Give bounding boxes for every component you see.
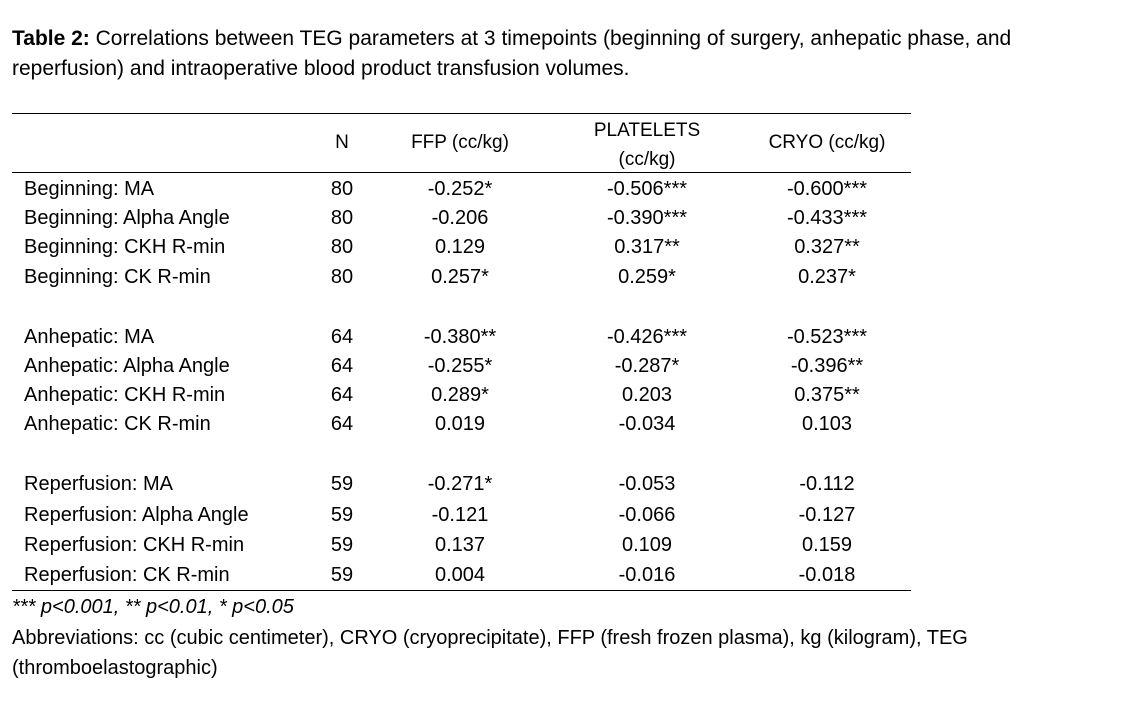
row-platelets: -0.066 [618,504,676,526]
table-row: Beginning: MA 80 -0.252* -0.506*** -0.60… [12,175,911,204]
table-row: Anhepatic: CK R-min 64 0.019 -0.034 0.10… [12,410,911,439]
table-row: Beginning: CK R-min 80 0.257* 0.259* 0.2… [12,263,911,292]
row-cryo: 0.375** [794,384,860,406]
row-platelets: 0.109 [621,534,673,556]
header-n: N [335,132,349,153]
row-platelets: -0.287* [614,355,680,377]
row-cryo: -0.396** [790,355,864,377]
row-platelets: -0.390*** [606,207,688,229]
caption-text: Correlations between TEG parameters at 3… [12,27,1012,80]
row-n: 80 [330,178,354,200]
header-platelets-line2: (cc/kg) [618,149,676,170]
row-platelets: 0.203 [621,384,673,406]
row-platelets: 0.317** [614,236,680,258]
row-label: Anhepatic: Alpha Angle [24,355,230,377]
table-row: Reperfusion: Alpha Angle 59 -0.121 -0.06… [12,501,911,530]
row-ffp: -0.271* [427,473,493,495]
row-n: 59 [330,473,354,495]
row-ffp: 0.004 [434,564,486,586]
table-row: Reperfusion: CKH R-min 59 0.137 0.109 0.… [12,531,911,560]
table-caption: Table 2: Correlations between TEG parame… [12,24,1112,84]
header-platelets-line1: PLATELETS [593,120,701,141]
row-cryo: 0.237* [798,266,856,288]
table-row: Reperfusion: CK R-min 59 0.004 -0.016 -0… [12,561,911,590]
table-row: Anhepatic: CKH R-min 64 0.289* 0.203 0.3… [12,381,911,410]
row-cryo: -0.127 [798,504,856,526]
row-ffp: 0.257* [431,266,489,288]
row-label: Beginning: CKH R-min [24,236,226,258]
table-header-rule [12,172,911,173]
abbreviations-note: Abbreviations: cc (cubic centimeter), CR… [12,627,968,679]
significance-footnote: *** p<0.001, ** p<0.01, * p<0.05 [12,596,294,618]
row-label: Reperfusion: Alpha Angle [24,504,249,526]
row-platelets: -0.506*** [606,178,688,200]
header-platelets: PLATELETS (cc/kg) [572,116,722,174]
row-n: 80 [330,236,354,258]
row-n: 59 [330,534,354,556]
row-label: Reperfusion: CKH R-min [24,534,245,556]
row-ffp: -0.121 [431,504,489,526]
table-row: Anhepatic: MA 64 -0.380** -0.426*** -0.5… [12,323,911,352]
row-ffp: -0.206 [431,207,489,229]
caption-label: Table 2: [12,27,90,50]
row-label: Anhepatic: MA [24,326,155,348]
row-platelets: -0.053 [618,473,676,495]
table-row: Beginning: CKH R-min 80 0.129 0.317** 0.… [12,233,911,262]
row-platelets: -0.034 [618,413,676,435]
table-row: Beginning: Alpha Angle 80 -0.206 -0.390*… [12,204,911,233]
row-n: 80 [330,266,354,288]
row-ffp: 0.129 [434,236,486,258]
row-platelets: 0.259* [618,266,676,288]
row-ffp: 0.289* [431,384,489,406]
row-n: 64 [330,326,354,348]
header-ffp: FFP (cc/kg) [411,132,509,153]
row-cryo: -0.433*** [786,207,868,229]
row-label: Beginning: Alpha Angle [24,207,230,229]
row-cryo: 0.327** [794,236,860,258]
row-n: 64 [330,413,354,435]
row-label: Beginning: MA [24,178,155,200]
row-cryo: -0.523*** [786,326,868,348]
row-platelets: -0.426*** [606,326,688,348]
row-n: 64 [330,355,354,377]
table-top-rule [12,113,911,114]
row-cryo: 0.103 [801,413,853,435]
row-cryo: -0.600*** [786,178,868,200]
row-cryo: 0.159 [801,534,853,556]
row-ffp: -0.255* [427,355,493,377]
row-platelets: -0.016 [618,564,676,586]
row-cryo: -0.112 [799,473,855,495]
row-n: 64 [330,384,354,406]
table-row: Anhepatic: Alpha Angle 64 -0.255* -0.287… [12,352,911,381]
row-n: 80 [330,207,354,229]
row-ffp: -0.252* [427,178,493,200]
row-label: Anhepatic: CK R-min [24,413,211,435]
table-bottom-rule [12,590,911,591]
row-ffp: -0.380** [423,326,497,348]
row-label: Reperfusion: CK R-min [24,564,230,586]
row-label: Beginning: CK R-min [24,266,211,288]
row-ffp: 0.019 [434,413,486,435]
row-n: 59 [330,504,354,526]
row-n: 59 [330,564,354,586]
header-cryo: CRYO (cc/kg) [768,132,886,153]
row-cryo: -0.018 [798,564,856,586]
table-row: Reperfusion: MA 59 -0.271* -0.053 -0.112 [12,470,911,499]
row-ffp: 0.137 [434,534,486,556]
row-label: Reperfusion: MA [24,473,173,495]
row-label: Anhepatic: CKH R-min [24,384,226,406]
